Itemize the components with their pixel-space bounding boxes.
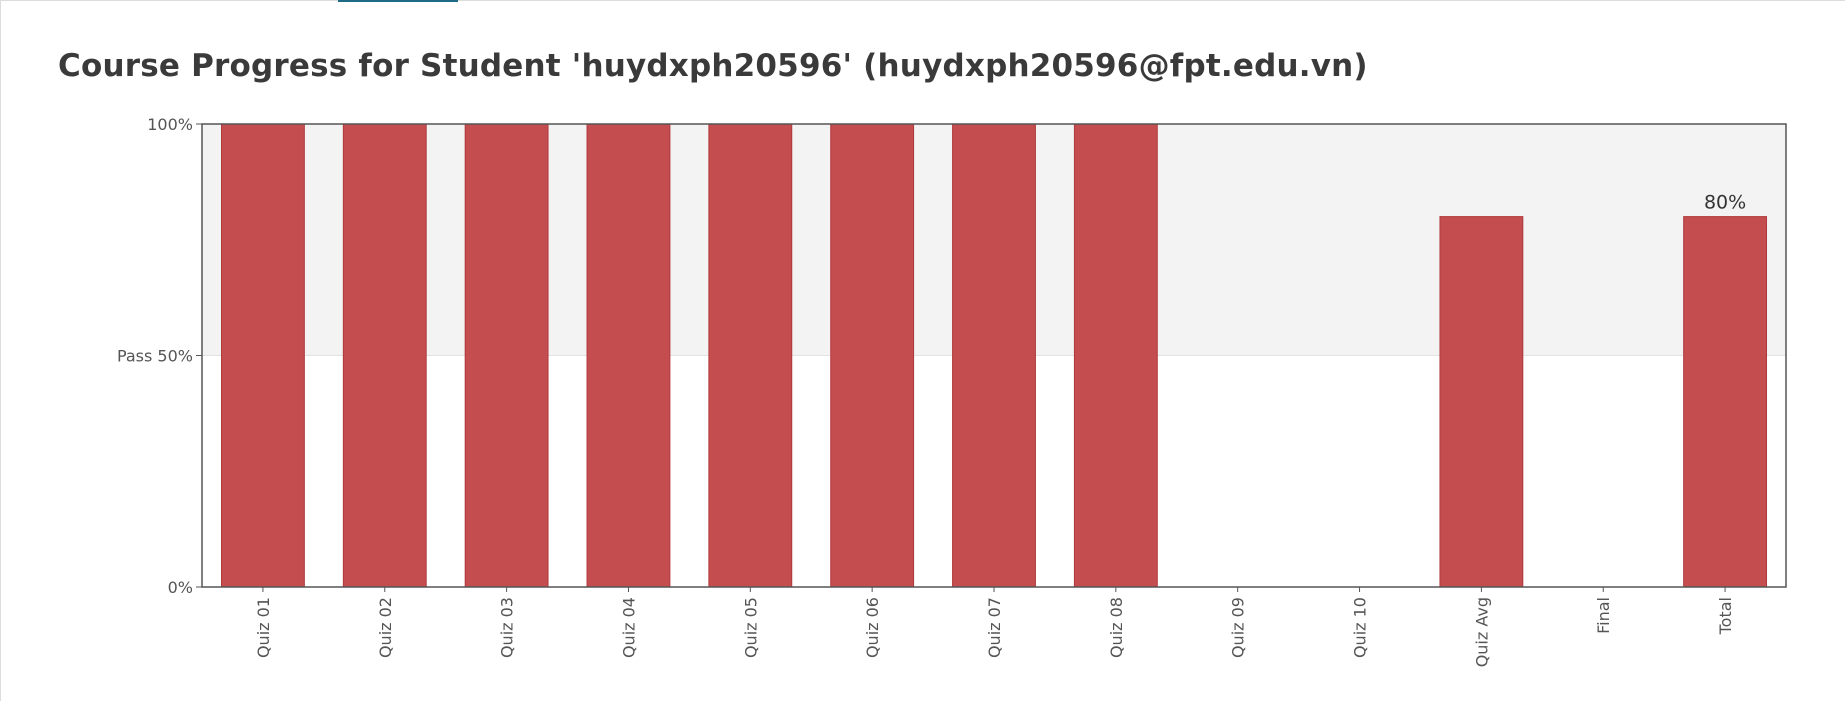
bar[interactable]: [221, 123, 305, 588]
x-tick-label: Quiz 04: [619, 597, 638, 658]
bar-data-label: 80%: [1704, 192, 1746, 214]
bar[interactable]: [342, 123, 427, 588]
y-tick-label: Pass 50%: [117, 347, 193, 366]
page-title: Course Progress for Student 'huydxph2059…: [58, 48, 1368, 84]
x-tick-label: Quiz 03: [498, 597, 517, 658]
y-tick-label: 0%: [168, 578, 193, 597]
y-tick-label: 100%: [147, 115, 193, 134]
x-tick-label: Total: [1716, 597, 1735, 635]
bar[interactable]: [1073, 123, 1158, 588]
x-tick-label: Quiz 01: [254, 597, 273, 658]
x-tick-label: Quiz 07: [985, 597, 1004, 658]
bar[interactable]: [830, 123, 915, 588]
x-tick-label: Quiz 05: [741, 597, 760, 658]
x-tick-label: Quiz 10: [1351, 597, 1370, 658]
active-tab-indicator[interactable]: [338, 0, 458, 2]
x-tick-label: Quiz 09: [1229, 597, 1248, 658]
x-tick-label: Quiz 08: [1107, 597, 1126, 658]
bar[interactable]: [586, 123, 671, 588]
bar[interactable]: [952, 123, 1036, 588]
bar[interactable]: [708, 123, 793, 588]
bar[interactable]: [1439, 216, 1524, 588]
bar[interactable]: [1683, 216, 1768, 588]
x-tick-label: Quiz 06: [863, 597, 882, 658]
x-tick-label: Quiz 02: [376, 597, 395, 658]
x-tick-label: Quiz Avg: [1472, 597, 1491, 667]
x-tick-label: Final: [1594, 597, 1613, 634]
bar[interactable]: [464, 123, 549, 588]
